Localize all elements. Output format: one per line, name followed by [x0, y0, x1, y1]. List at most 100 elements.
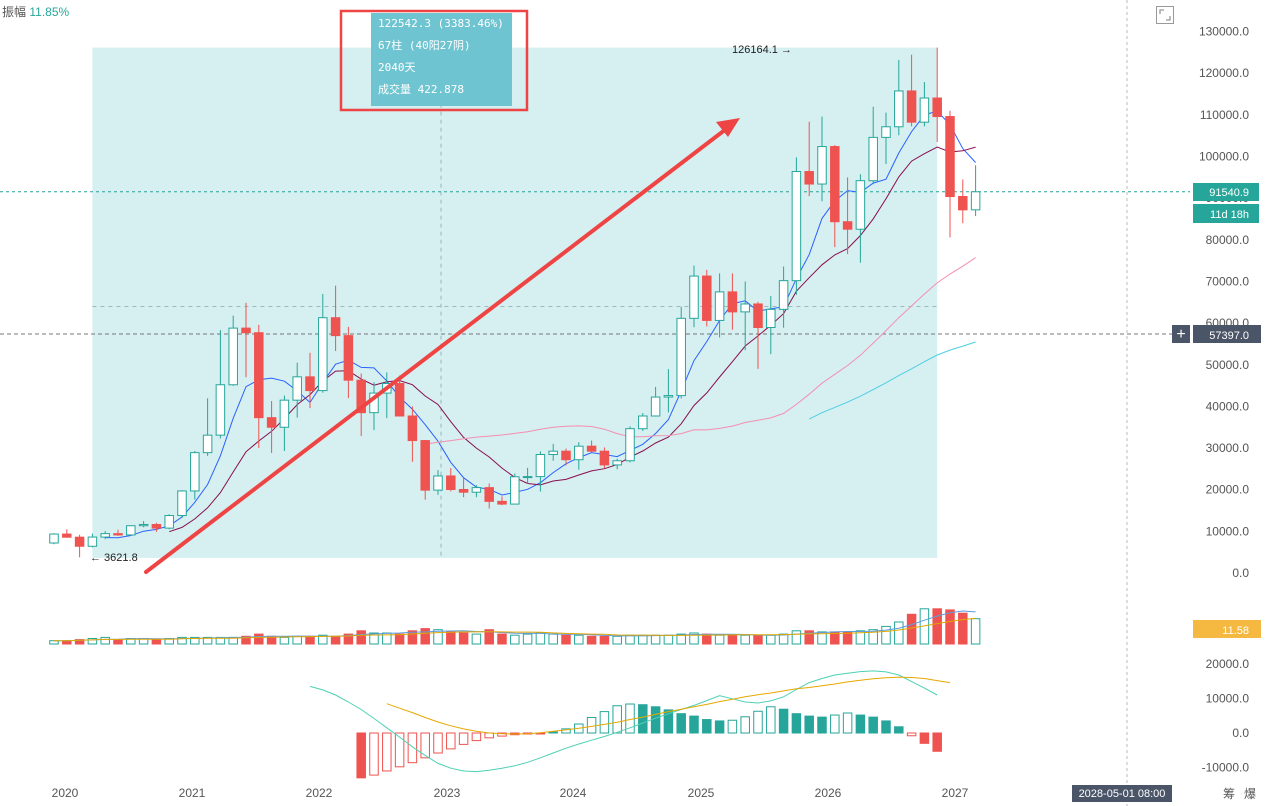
- crosshair-time-badge: [1072, 785, 1172, 802]
- macd-hist-bar: [676, 713, 686, 734]
- candle: [586, 440, 597, 453]
- volume-bar: [906, 613, 917, 645]
- volume-bar: [958, 612, 968, 645]
- ma10-line: [169, 146, 976, 533]
- candle: [945, 110, 955, 238]
- candle: [330, 285, 341, 352]
- macd-hist-bar: [842, 712, 853, 734]
- volume-bar: [497, 633, 507, 645]
- macd-hist-bar: [484, 732, 494, 739]
- macd-hist-bar: [868, 716, 878, 734]
- candle: [446, 468, 456, 492]
- amplitude-readout: 振幅 11.85%: [2, 3, 69, 20]
- candle: [497, 496, 507, 506]
- trend-arrow-head: [716, 118, 740, 137]
- macd-hist-bar: [932, 732, 942, 752]
- candle: [906, 54, 917, 127]
- candle-body: [164, 515, 174, 529]
- candle: [87, 533, 98, 548]
- macd-hist-bar: [599, 711, 610, 734]
- volume-bar: [791, 630, 802, 645]
- candle-body: [407, 415, 418, 442]
- candle: [126, 525, 136, 536]
- macd-tick: 20000.0: [1206, 657, 1250, 671]
- year-label: 2021: [179, 786, 206, 800]
- candle-body: [471, 487, 482, 493]
- candle-body: [318, 317, 328, 392]
- volume-bar: [318, 634, 328, 645]
- price-tick: 40000.0: [1206, 399, 1250, 413]
- candle: [919, 81, 930, 127]
- volume-bar: [343, 633, 354, 645]
- candle: [791, 157, 802, 295]
- candle: [702, 269, 712, 327]
- candle-body: [638, 415, 648, 430]
- candle: [138, 521, 149, 528]
- volume-bar: [650, 634, 661, 645]
- price-tick: 130000.0: [1199, 25, 1249, 39]
- price-tick: 50000.0: [1206, 358, 1250, 372]
- crosshair-price-badge: [1193, 325, 1261, 343]
- candle-body: [740, 303, 750, 313]
- candle-body: [689, 275, 699, 319]
- fullscreen-icon[interactable]: [1156, 6, 1174, 24]
- candle-body: [855, 180, 866, 230]
- candle-body: [202, 434, 213, 454]
- macd-hist-bar: [740, 716, 750, 734]
- candle: [740, 281, 750, 351]
- candle-body: [842, 221, 853, 230]
- volume-bar: [804, 630, 814, 645]
- volume-bar: [202, 636, 213, 645]
- candle: [62, 529, 72, 538]
- macd-hist-bar: [766, 706, 776, 734]
- macd-hist-bar: [855, 714, 866, 734]
- measure-days: 2040天: [378, 61, 416, 74]
- candle: [484, 483, 494, 509]
- macd-hist-bar: [702, 719, 712, 734]
- candle: [574, 442, 584, 470]
- year-label: 2022: [306, 786, 333, 800]
- candle-body: [868, 136, 878, 182]
- price-tick: 0.0: [1232, 566, 1249, 580]
- candle-body: [74, 536, 85, 547]
- volume-bar: [535, 632, 546, 645]
- volume-bar: [292, 635, 302, 645]
- candle-body: [804, 171, 814, 185]
- candle: [254, 324, 264, 449]
- macd-dif-line: [309, 670, 938, 773]
- volume-bar: [932, 608, 942, 645]
- candle: [420, 440, 430, 500]
- low-label: ← 3621.8: [90, 552, 138, 564]
- volume-bar: [945, 609, 955, 645]
- volume-bar: [484, 629, 494, 645]
- price-tick: 10000.0: [1206, 524, 1250, 538]
- measure-volume: 成交量 422.878: [378, 82, 464, 96]
- crosshair-price-text: 57397.0: [1209, 330, 1249, 342]
- volume-bar: [394, 633, 405, 645]
- candle-body: [446, 475, 456, 490]
- candle-body: [151, 523, 162, 529]
- candle-body: [87, 536, 98, 547]
- macd-hist-bar: [458, 732, 469, 745]
- macd-hist-bar: [471, 732, 482, 742]
- candle-body: [766, 308, 776, 328]
- candle: [228, 315, 238, 386]
- candle: [612, 458, 622, 470]
- volume-bar: [855, 630, 866, 645]
- macd-hist-bar: [663, 709, 674, 734]
- candle-body: [484, 487, 494, 502]
- candle: [279, 395, 290, 451]
- candle: [471, 485, 482, 498]
- volume-bar: [305, 635, 315, 645]
- candle: [190, 450, 200, 500]
- macd-hist-bar: [586, 716, 597, 734]
- amplitude-label: 振幅: [2, 5, 27, 19]
- volume-bar: [817, 631, 827, 645]
- year-label: 2024: [560, 786, 587, 800]
- candle: [113, 529, 123, 536]
- candle-body: [676, 317, 686, 397]
- macd-tick: 0.0: [1232, 726, 1249, 740]
- volume-bar: [446, 631, 456, 645]
- candle: [868, 106, 878, 185]
